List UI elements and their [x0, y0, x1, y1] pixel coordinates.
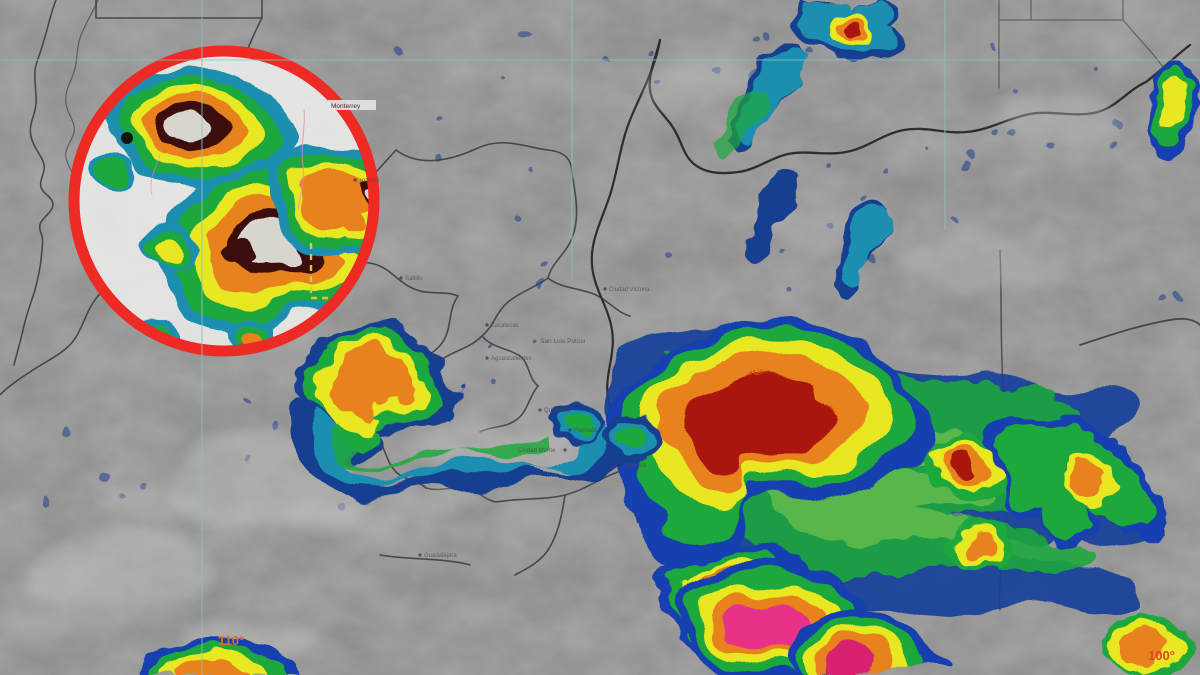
- svg-text:100°: 100°: [1148, 648, 1175, 663]
- svg-text:110°: 110°: [218, 633, 244, 648]
